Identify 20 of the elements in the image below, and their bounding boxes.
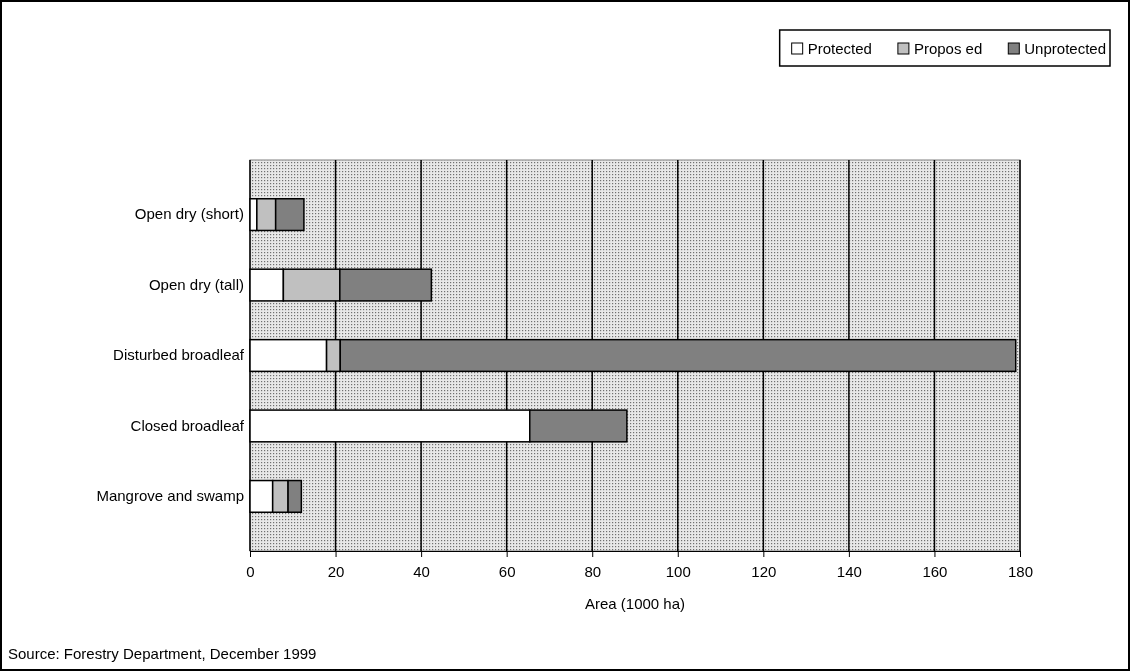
legend-label: Propos ed	[913, 40, 983, 57]
y-tick-label: Open dry (tall)	[148, 275, 244, 293]
x-tick-label: 40	[413, 562, 430, 580]
legend-label: Protected	[807, 40, 872, 57]
x-tick-label: 180	[1007, 562, 1034, 580]
x-tick-label: 20	[327, 562, 345, 580]
x-tick-label: 160	[922, 562, 948, 580]
y-tick-label: Closed broadleaf	[130, 416, 245, 434]
y-tick-label: Mangrove and swamp	[96, 487, 244, 505]
x-tick-label: 140	[836, 562, 862, 580]
x-tick-label: 60	[498, 562, 516, 580]
x-axis-title: Area (1000 ha)	[584, 595, 686, 612]
x-tick-label: 0	[246, 562, 255, 580]
x-tick-label: 80	[584, 562, 602, 580]
source-note: Source: Forestry Department, December 1999	[8, 645, 317, 662]
x-tick-label: 120	[751, 562, 777, 580]
legend-label: Unprotected	[1024, 40, 1106, 57]
x-tick-label: 100	[665, 562, 691, 580]
y-tick-label: Open dry (short)	[134, 205, 244, 223]
y-tick-label: Disturbed broadleaf	[113, 346, 245, 364]
